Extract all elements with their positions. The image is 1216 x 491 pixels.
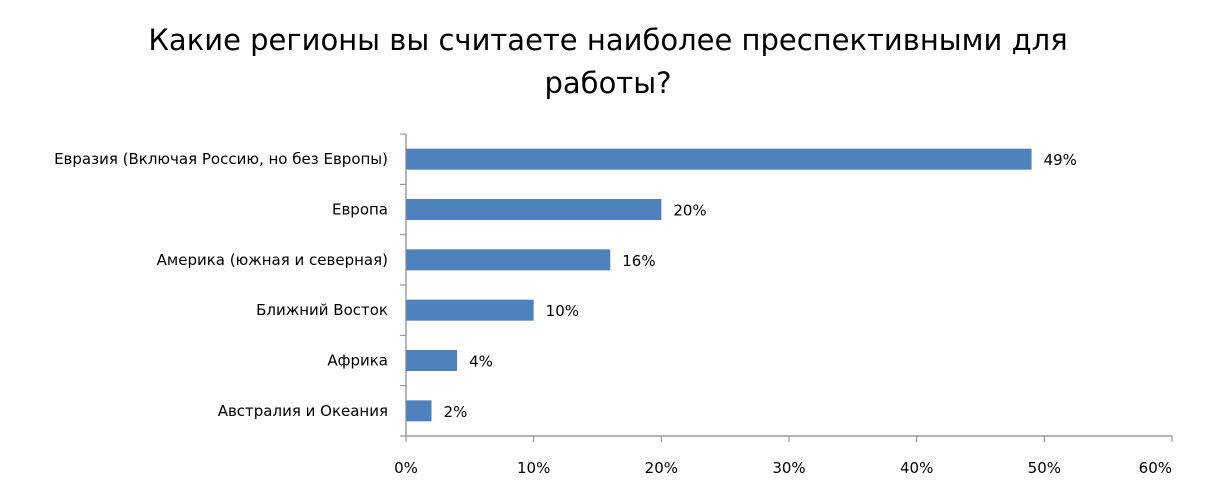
bar-2	[406, 199, 662, 220]
category-label-1: Евразия (Включая Россию, но без Европы)	[54, 150, 388, 168]
x-tick-label: 40%	[900, 459, 933, 477]
bar-1	[406, 148, 1032, 170]
data-label-3: 16%	[622, 252, 655, 270]
bar-5	[406, 350, 458, 371]
category-label-2: Европа	[332, 201, 388, 219]
bar-3	[406, 249, 611, 271]
data-label-5: 4%	[469, 353, 493, 371]
bar-6	[406, 400, 432, 422]
x-tick-label: 30%	[772, 459, 805, 477]
x-tick-label: 20%	[645, 459, 678, 477]
x-tick-label: 60%	[1139, 459, 1172, 477]
category-label-3: Америка (южная и северная)	[157, 251, 388, 269]
x-tick-label: 50%	[1028, 459, 1061, 477]
data-label-2: 20%	[673, 202, 706, 220]
x-tick-label: 10%	[517, 459, 550, 477]
axes	[400, 133, 1173, 442]
category-label-4: Ближний Восток	[256, 301, 388, 319]
bars	[406, 148, 1032, 422]
x-tick-label: 0%	[394, 459, 418, 477]
data-label-1: 49%	[1044, 151, 1077, 169]
chart-title-line-2: работы?	[545, 66, 672, 100]
data-labels: 49% 20% 16% 10% 4% 2%	[444, 151, 1077, 421]
chart-title-line-1: Какие регионы вы считаете наиболее пресп…	[148, 23, 1067, 57]
bar-4	[406, 299, 534, 321]
category-labels: Евразия (Включая Россию, но без Европы) Е…	[54, 150, 388, 420]
data-label-6: 2%	[444, 403, 468, 421]
chart-title: Какие регионы вы считаете наиболее пресп…	[148, 23, 1067, 100]
data-label-4: 10%	[546, 302, 579, 320]
x-tick-labels: 0% 10% 20% 30% 40% 50% 60%	[394, 459, 1172, 477]
category-label-6: Австралия и Океания	[218, 402, 388, 420]
category-label-5: Африка	[327, 352, 388, 370]
